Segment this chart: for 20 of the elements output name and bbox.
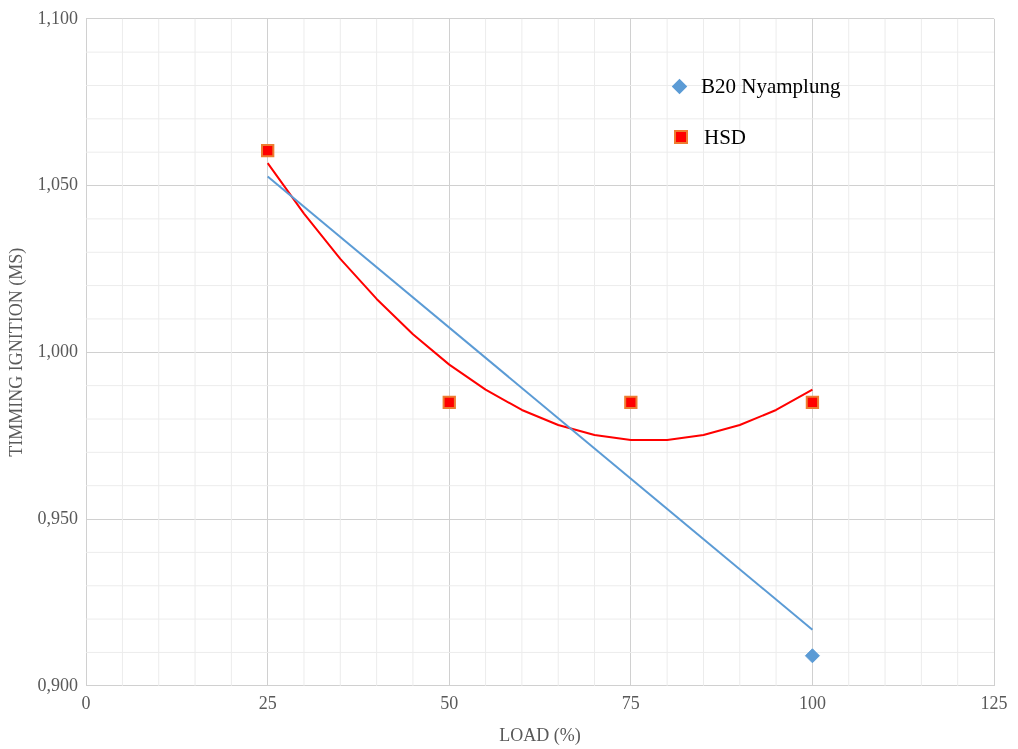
point — [261, 143, 275, 158]
x-tick-label: 25 — [258, 693, 277, 714]
point — [624, 395, 638, 409]
x-tick-label: 100 — [798, 693, 826, 714]
point — [805, 395, 820, 409]
x-axis-title: LOAD (%) — [499, 724, 581, 746]
legend-label: B20 Nyamplung — [701, 73, 841, 99]
x-tick-label: 75 — [621, 693, 640, 714]
y-tick-label: 0,900 — [37, 674, 79, 695]
y-tick-label: 1,050 — [37, 174, 79, 195]
y-tick-label: 1,000 — [37, 341, 79, 362]
point — [442, 395, 456, 409]
x-tick-label: 0 — [81, 693, 91, 714]
y-axis-title: TIMMING IGNITION (MS) — [5, 247, 27, 457]
y-tick-label: 1,100 — [37, 7, 79, 28]
legend-label: HSD — [704, 124, 747, 150]
y-tick-label: 0,950 — [37, 507, 79, 528]
x-tick-label: 125 — [980, 693, 1008, 714]
point — [804, 648, 820, 664]
x-tick-label: 50 — [440, 693, 459, 714]
